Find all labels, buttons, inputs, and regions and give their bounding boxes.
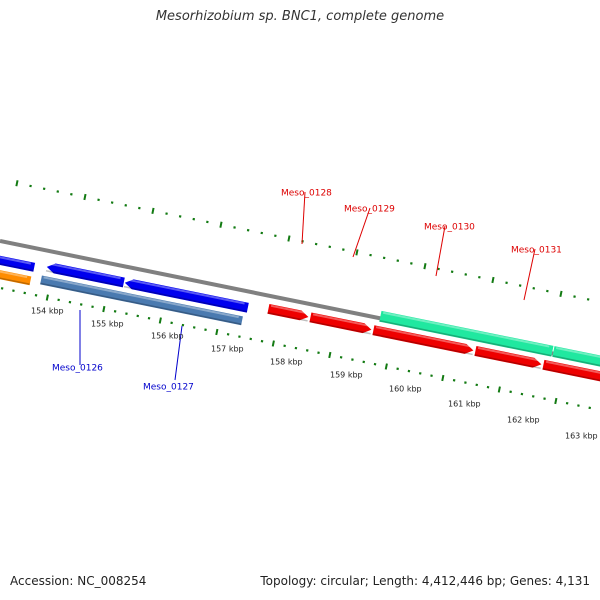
gene-meso-0126-cds[interactable] [40,275,243,326]
accession-label: Accession: NC_008254 [10,574,147,588]
inner-tick [158,317,162,324]
gene-mint-band-b[interactable] [552,346,600,369]
inner-tick [102,305,106,313]
inner-tick [215,328,219,336]
callout-line [435,225,446,277]
genome-title: Mesorhizobium sp. BNC1, complete genome [155,9,445,24]
kbp-label: 159 kbp [330,371,363,380]
gene-meso-0131[interactable] [474,346,542,370]
gene-features [0,254,600,383]
gene-meso-0129[interactable] [309,312,372,335]
gene-meso-0128[interactable] [267,303,309,322]
gene-mint-band-a[interactable] [379,310,554,357]
kbp-label: 160 kbp [389,385,422,394]
kbp-label: 162 kbp [507,416,540,425]
genome-stats: Topology: circular; Length: 4,412,446 bp… [260,574,590,588]
kbp-scale: 154 kbp 155 kbp 156 kbp 157 kbp 158 kbp 159 k… [31,307,598,441]
gene-label[interactable]: Meso_0129 [344,205,395,215]
outer-tick [219,221,223,228]
callout-line [523,248,536,301]
outer-tick [151,207,155,215]
callout-line [174,325,183,381]
inner-tick [554,397,558,405]
inner-tick [328,351,332,359]
kbp-label: 154 kbp [31,307,64,316]
kbp-label: 161 kbp [448,400,481,409]
inner-tick [384,363,388,370]
inner-tick [45,294,49,301]
gene-meso-0132[interactable] [542,359,600,383]
outer-tick [559,290,563,297]
outer-tick [491,276,495,284]
outer-tick [83,193,87,201]
gene-label[interactable]: Meso_0128 [281,189,332,199]
gene-label[interactable]: Meso_0127 [143,383,194,393]
callout-line [352,207,371,258]
callout-line [301,191,306,245]
outer-tick [355,249,359,256]
outer-tick [287,235,291,242]
gene-orange[interactable] [0,267,32,286]
kbp-label: 163 kbp [565,432,598,441]
inner-tick [271,340,275,347]
tick-marks [0,180,592,410]
gene-meso-0125[interactable] [0,254,36,272]
outer-tick [423,263,427,270]
inner-tick [441,374,445,382]
kbp-label: 155 kbp [91,320,124,329]
gene-meso-0127[interactable] [123,278,249,313]
inner-tick [497,386,501,393]
outer-tick [15,180,19,187]
kbp-label: 157 kbp [211,345,244,354]
gene-label[interactable]: Meso_0126 [52,364,103,374]
kbp-label: 158 kbp [270,358,303,367]
gene-meso-0126[interactable] [45,262,125,288]
gene-callouts: Meso_0126 Meso_0127 Meso_0128 Meso_0129 Meso… [52,189,562,393]
gene-meso-0130[interactable] [372,325,474,356]
kbp-label: 156 kbp [151,332,184,341]
gene-label[interactable]: Meso_0130 [424,223,475,233]
gene-label[interactable]: Meso_0131 [511,246,562,256]
